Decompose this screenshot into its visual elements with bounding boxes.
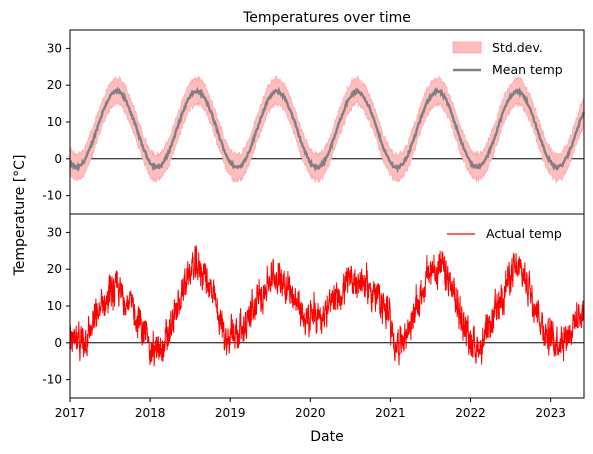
std-legend-swatch xyxy=(452,41,482,54)
x-tick-label: 2022 xyxy=(455,406,486,420)
y-tick-label: 10 xyxy=(47,299,62,313)
std-legend-label: Std.dev. xyxy=(492,40,543,55)
mean-temp-line xyxy=(69,86,586,174)
y-tick-label: -10 xyxy=(42,373,62,387)
bottom-subplot: -10 0 10 20 30 xyxy=(42,225,585,387)
x-tick-label: 2018 xyxy=(135,406,166,420)
x-tick-label: 2019 xyxy=(215,406,246,420)
top-subplot: -10 0 10 20 30 xyxy=(42,41,586,203)
x-tick-label: 2021 xyxy=(375,406,406,420)
bottom-legend: Actual temp xyxy=(447,226,562,241)
x-axis-ticks: 2017 2018 2019 2020 2021 2022 2023 xyxy=(55,398,566,420)
top-plot-frame xyxy=(69,29,585,215)
y-tick-label: -10 xyxy=(42,189,62,203)
y-tick-label: 10 xyxy=(47,115,62,129)
std-dev-band xyxy=(69,74,585,184)
y-tick-label: 30 xyxy=(47,225,62,239)
actual-legend-label: Actual temp xyxy=(486,226,562,241)
x-tick-label: 2017 xyxy=(55,406,86,420)
mean-legend-label: Mean temp xyxy=(492,62,563,77)
actual-temp-line xyxy=(69,245,585,367)
x-tick-label: 2020 xyxy=(295,406,326,420)
y-axis-label: Temperature [°C] xyxy=(12,155,28,277)
chart-title: Temperatures over time xyxy=(242,10,411,26)
bottom-plot-frame xyxy=(69,213,585,399)
y-tick-label: 20 xyxy=(47,262,62,276)
y-tick-label: 0 xyxy=(54,336,62,350)
y-tick-label: 30 xyxy=(47,41,62,55)
x-tick-label: 2023 xyxy=(535,406,566,420)
top-legend: Std.dev. Mean temp xyxy=(452,40,563,77)
y-tick-label: 20 xyxy=(47,78,62,92)
y-tick-label: 0 xyxy=(54,152,62,166)
x-axis-label: Date xyxy=(310,429,343,445)
